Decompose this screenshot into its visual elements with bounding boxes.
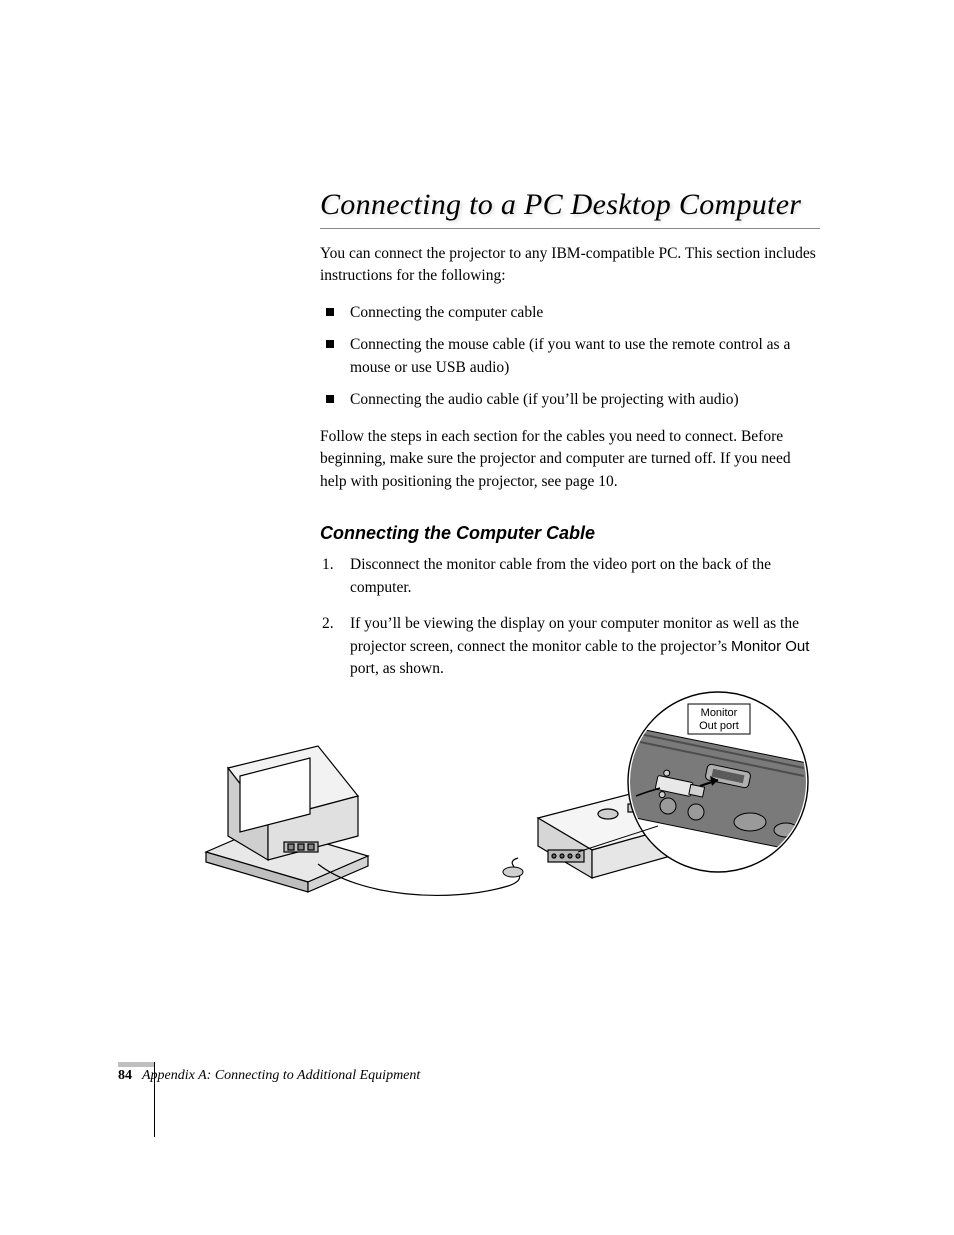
bullet-list: Connecting the computer cable Connecting…	[320, 302, 820, 412]
list-item: Connecting the mouse cable (if you want …	[320, 334, 820, 379]
step-text: port, as shown.	[350, 660, 444, 677]
footer-vline	[154, 1062, 155, 1137]
footer: 84 Appendix A: Connecting to Additional …	[118, 1062, 618, 1084]
intro-paragraph: You can connect the projector to any IBM…	[320, 243, 820, 288]
numbered-list: Disconnect the monitor cable from the vi…	[320, 554, 820, 680]
footer-text: Appendix A: Connecting to Additional Equ…	[142, 1068, 420, 1084]
page-number: 84	[118, 1068, 132, 1084]
callout-line2: Out port	[690, 720, 748, 733]
footer-rule	[118, 1062, 154, 1067]
follow-paragraph: Follow the steps in each section for the…	[320, 426, 820, 493]
monitor-out-label: Monitor Out	[731, 638, 809, 655]
list-item: If you’ll be viewing the display on your…	[320, 613, 820, 680]
list-item: Connecting the audio cable (if you’ll be…	[320, 389, 820, 411]
cable-knot-icon	[503, 867, 523, 877]
callout-label: Monitor Out port	[690, 707, 748, 733]
connection-diagram: Monitor Out port	[188, 686, 818, 916]
page: Connecting to a PC Desktop Computer You …	[0, 0, 954, 1235]
content-column: Connecting to a PC Desktop Computer You …	[320, 188, 820, 695]
list-item: Connecting the computer cable	[320, 302, 820, 324]
callout-line1: Monitor	[690, 707, 748, 720]
step-text: Disconnect the monitor cable from the vi…	[350, 556, 771, 595]
main-heading: Connecting to a PC Desktop Computer	[320, 188, 820, 229]
list-item: Disconnect the monitor cable from the vi…	[320, 554, 820, 599]
sub-heading: Connecting the Computer Cable	[320, 523, 820, 544]
crt-monitor-icon	[206, 746, 368, 892]
